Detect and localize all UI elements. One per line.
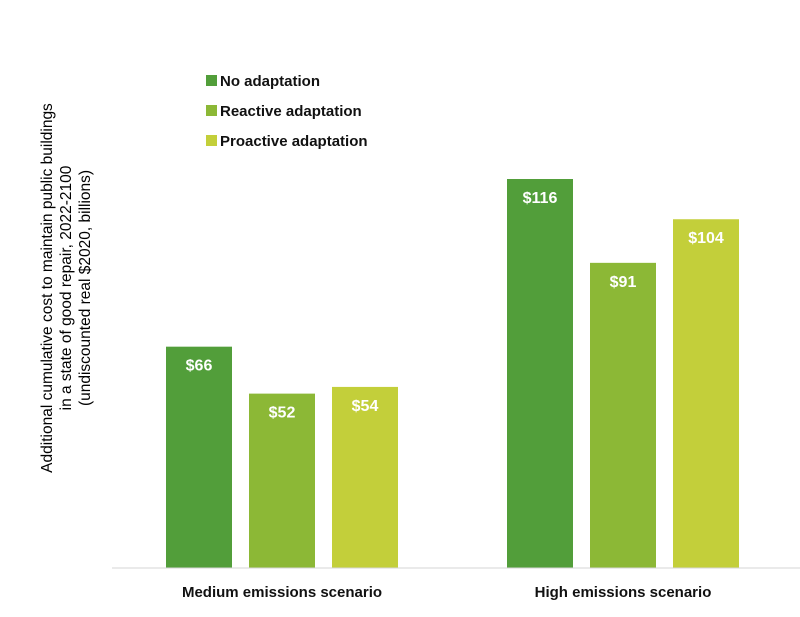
bar (249, 393, 315, 568)
y-axis-label-line-2: in a state of good repair, 2022-2100 (58, 165, 75, 410)
legend-swatch (206, 75, 217, 86)
legend-item-label: No adaptation (220, 73, 320, 90)
legend-item-label: Reactive adaptation (220, 103, 362, 120)
bar (332, 386, 398, 568)
bar (590, 262, 656, 568)
bar (673, 219, 739, 568)
data-label: $116 (523, 190, 558, 207)
y-axis-label-line-3: (undiscounted real $2020, billions) (77, 170, 94, 406)
data-label: $91 (610, 274, 637, 291)
x-axis-category-label: High emissions scenario (535, 584, 712, 601)
bars: $66 $52 $54 $116 $91 $104 (166, 179, 739, 568)
y-axis-label-line-1: Additional cumulative cost to maintain p… (39, 103, 56, 473)
data-label: $52 (269, 405, 296, 422)
data-label: $66 (186, 358, 213, 375)
legend: No adaptation Reactive adaptation Proactiv… (206, 73, 368, 150)
x-axis-category-label: Medium emissions scenario (182, 584, 382, 601)
legend-item-label: Proactive adaptation (220, 133, 368, 150)
legend-swatch (206, 105, 217, 116)
bar (166, 346, 232, 568)
x-axis-categories: Medium emissions scenario High emissions … (182, 584, 711, 601)
legend-swatch (206, 135, 217, 146)
y-axis-label: Additional cumulative cost to maintain p… (39, 103, 94, 473)
data-label: $54 (352, 398, 379, 415)
data-label: $104 (688, 230, 724, 247)
bar (507, 179, 573, 568)
